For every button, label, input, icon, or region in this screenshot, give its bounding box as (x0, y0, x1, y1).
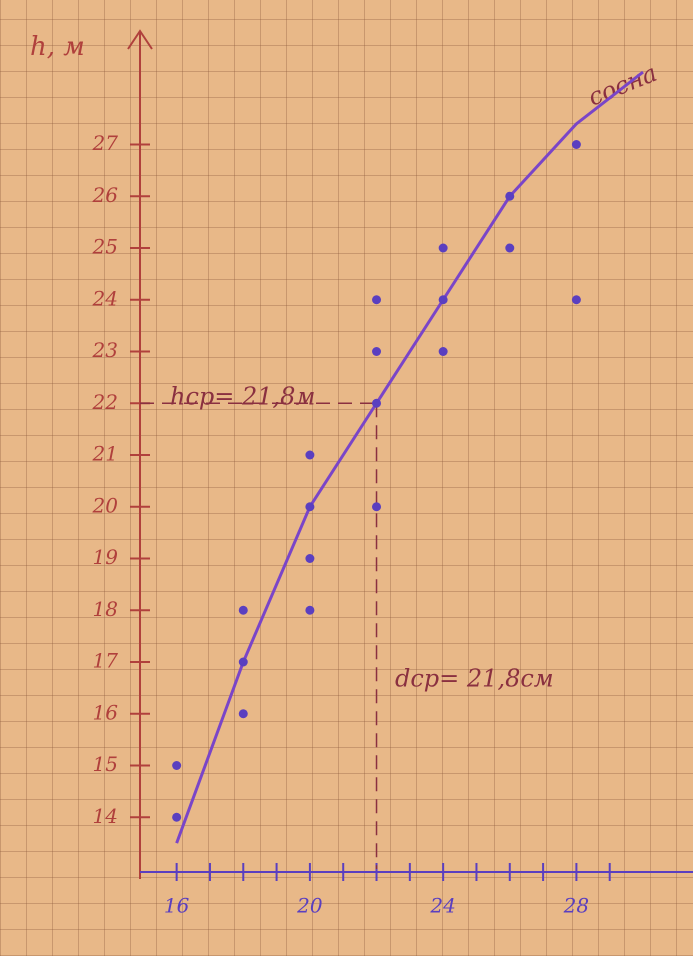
data-point (372, 399, 381, 408)
y-tick-label: 16 (93, 700, 119, 724)
y-tick-label: 24 (92, 286, 118, 310)
curve-label: сосна (584, 59, 661, 112)
y-tick-label: 23 (92, 338, 118, 362)
y-tick-label: 21 (92, 442, 118, 466)
y-tick-label: 22 (92, 390, 118, 414)
y-tick-label: 27 (92, 131, 119, 155)
data-point (439, 244, 448, 253)
y-tick-label: 19 (93, 545, 119, 569)
data-point (305, 554, 314, 563)
data-point (239, 658, 248, 667)
fitted-curve (177, 72, 643, 843)
data-point (572, 140, 581, 149)
data-point (505, 192, 514, 201)
y-tick-label: 14 (93, 804, 118, 828)
data-point (505, 244, 514, 253)
data-point (239, 606, 248, 615)
data-point (572, 295, 581, 304)
x-tick-label: 16 (164, 894, 190, 918)
annotation: hср= 21,8м (170, 383, 315, 411)
y-tick-label: 15 (93, 752, 118, 776)
x-tick-label: 20 (296, 894, 323, 918)
y-axis-label: h, м (30, 32, 85, 62)
x-tick-label: 28 (563, 894, 589, 918)
data-point (239, 709, 248, 718)
data-point (372, 347, 381, 356)
y-tick-label: 17 (93, 649, 119, 673)
annotation: dср= 21,8см (395, 665, 554, 693)
data-point (172, 813, 181, 822)
data-point (305, 606, 314, 615)
data-point (439, 295, 448, 304)
data-point (305, 451, 314, 460)
x-tick-label: 24 (429, 894, 455, 918)
y-tick-label: 25 (92, 235, 118, 259)
y-tick-label: 26 (92, 183, 119, 207)
data-point (305, 502, 314, 511)
data-point (439, 347, 448, 356)
chart: h, м hср= 21,8м dср= 21,8см сосна 14 15 16… (0, 0, 693, 956)
y-tick-label: 20 (92, 493, 119, 517)
page: h, м hср= 21,8м dср= 21,8см сосна 14 15 16… (0, 0, 693, 956)
data-point (372, 502, 381, 511)
data-point (172, 761, 181, 770)
y-tick-label: 18 (93, 597, 118, 621)
data-point (372, 295, 381, 304)
